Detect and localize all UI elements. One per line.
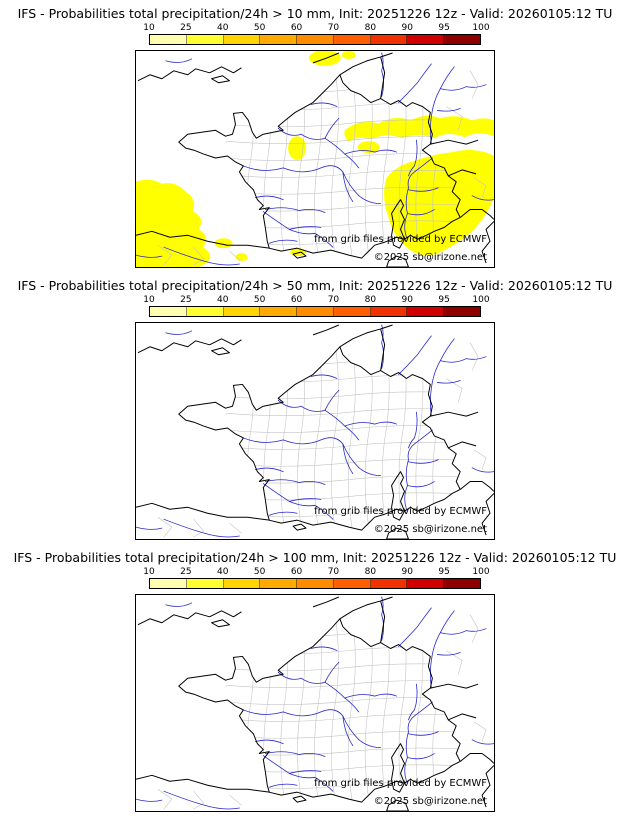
neighbor-region-boundaries xyxy=(157,343,487,538)
colorbar-segment xyxy=(407,579,445,589)
colorbar-tick-label: 70 xyxy=(327,567,340,578)
colorbar-tick-label: 10 xyxy=(143,23,155,34)
colorbar-segment xyxy=(150,307,187,317)
colorbar-tick-label: 100 xyxy=(472,23,490,34)
colorbar-segment xyxy=(260,35,298,45)
map-france-10mm: from grib files provided by ECMWF ©2025 … xyxy=(135,50,495,269)
colorbar-tick-label: 25 xyxy=(180,23,192,34)
colorbar-segment xyxy=(223,579,261,589)
coastlines-and-borders xyxy=(136,596,494,812)
colorbar-segment xyxy=(150,579,187,589)
map-canvas xyxy=(136,323,494,540)
colorbar-segment xyxy=(260,579,298,589)
forecast-panel-100mm: IFS - Probabilities total precipitation/… xyxy=(0,548,630,820)
colorbar-tick-label: 100 xyxy=(472,567,490,578)
colorbar-tick-label: 40 xyxy=(217,567,229,578)
probability-colorbar: 10 25 40 50 60 70 80 90 95 100 xyxy=(143,295,490,318)
credit-copyright: ©2025 sb@irizone.net xyxy=(373,524,487,536)
colorbar-segment xyxy=(186,35,224,45)
colorbar-tick-label: 60 xyxy=(290,295,303,306)
france-weather-map xyxy=(136,595,494,812)
colorbar-tick-label: 50 xyxy=(253,295,266,306)
france-weather-map xyxy=(136,323,494,540)
colorbar-segment xyxy=(223,35,261,45)
colorbar-tick-labels: 10 25 40 50 60 70 80 90 95 100 xyxy=(143,23,489,34)
colorbar-tick-labels: 10 25 40 50 60 70 80 90 95 100 xyxy=(143,295,489,306)
map-france-50mm: from grib files provided by ECMWF ©2025 … xyxy=(135,322,495,541)
colorbar-segment xyxy=(407,307,445,317)
coastlines-and-borders xyxy=(136,324,494,540)
credit-ecmwf: from grib files provided by ECMWF xyxy=(314,778,487,790)
colorbar-segment xyxy=(333,307,371,317)
colorbar-gradient xyxy=(149,578,481,590)
panel-title: IFS - Probabilities total precipitation/… xyxy=(17,278,613,293)
colorbar-tick-label: 25 xyxy=(180,567,192,578)
colorbar-segment xyxy=(333,579,371,589)
colorbar-tick-label: 95 xyxy=(438,567,450,578)
colorbar-segment xyxy=(297,579,334,589)
colorbar-segment xyxy=(370,35,408,45)
colorbar-tick-label: 60 xyxy=(290,567,303,578)
rivers xyxy=(136,52,494,266)
map-france-100mm: from grib files provided by ECMWF ©2025 … xyxy=(135,594,495,813)
probability-colorbar: 10 25 40 50 60 70 80 90 95 100 xyxy=(143,567,490,590)
colorbar-tick-label: 70 xyxy=(327,295,340,306)
colorbar-tick-label: 50 xyxy=(253,567,266,578)
colorbar-segment xyxy=(444,579,481,589)
colorbar-tick-label: 80 xyxy=(364,567,377,578)
colorbar-segment xyxy=(150,35,187,45)
forecast-panel-50mm: IFS - Probabilities total precipitation/… xyxy=(0,276,630,548)
colorbar-tick-label: 90 xyxy=(401,567,413,578)
colorbar-tick-label: 80 xyxy=(364,23,377,34)
colorbar-segment xyxy=(444,35,481,45)
colorbar-gradient xyxy=(149,306,481,318)
colorbar-tick-label: 80 xyxy=(364,295,377,306)
map-canvas xyxy=(136,595,494,812)
colorbar-tick-label: 10 xyxy=(143,567,155,578)
colorbar-tick-label: 100 xyxy=(472,295,490,306)
colorbar-tick-label: 40 xyxy=(217,295,229,306)
credit-ecmwf: from grib files provided by ECMWF xyxy=(314,234,487,246)
colorbar-gradient xyxy=(149,34,481,46)
neighbor-region-boundaries xyxy=(157,615,487,810)
colorbar-tick-label: 60 xyxy=(290,23,303,34)
panel-title: IFS - Probabilities total precipitation/… xyxy=(13,550,617,565)
colorbar-tick-label: 10 xyxy=(143,295,155,306)
colorbar-tick-label: 40 xyxy=(217,23,229,34)
probability-overlay xyxy=(136,51,494,268)
neighbor-region-boundaries xyxy=(157,71,487,266)
colorbar-tick-label: 70 xyxy=(327,23,340,34)
map-canvas xyxy=(136,51,494,268)
colorbar-segment xyxy=(297,307,334,317)
colorbar-segment xyxy=(297,35,334,45)
colorbar-segment xyxy=(260,307,298,317)
probability-colorbar: 10 25 40 50 60 70 80 90 95 100 xyxy=(143,23,490,46)
rivers xyxy=(136,324,494,538)
coastlines-and-borders xyxy=(136,52,494,268)
colorbar-tick-label: 95 xyxy=(438,295,450,306)
colorbar-tick-label: 90 xyxy=(401,295,413,306)
colorbar-segment xyxy=(370,579,408,589)
colorbar-tick-labels: 10 25 40 50 60 70 80 90 95 100 xyxy=(143,567,489,578)
credit-copyright: ©2025 sb@irizone.net xyxy=(373,252,487,264)
colorbar-segment xyxy=(444,307,481,317)
rivers xyxy=(136,596,494,810)
france-weather-map xyxy=(136,51,494,268)
colorbar-tick-label: 25 xyxy=(180,295,192,306)
colorbar-segment xyxy=(186,579,224,589)
colorbar-segment xyxy=(333,35,371,45)
colorbar-tick-label: 95 xyxy=(438,23,450,34)
colorbar-segment xyxy=(223,307,261,317)
colorbar-segment xyxy=(407,35,445,45)
panel-title: IFS - Probabilities total precipitation/… xyxy=(17,6,613,21)
colorbar-tick-label: 90 xyxy=(401,23,413,34)
colorbar-segment xyxy=(186,307,224,317)
colorbar-segment xyxy=(370,307,408,317)
credit-ecmwf: from grib files provided by ECMWF xyxy=(314,506,487,518)
colorbar-tick-label: 50 xyxy=(253,23,266,34)
forecast-panel-10mm: IFS - Probabilities total precipitation/… xyxy=(0,4,630,276)
credit-copyright: ©2025 sb@irizone.net xyxy=(373,796,487,808)
